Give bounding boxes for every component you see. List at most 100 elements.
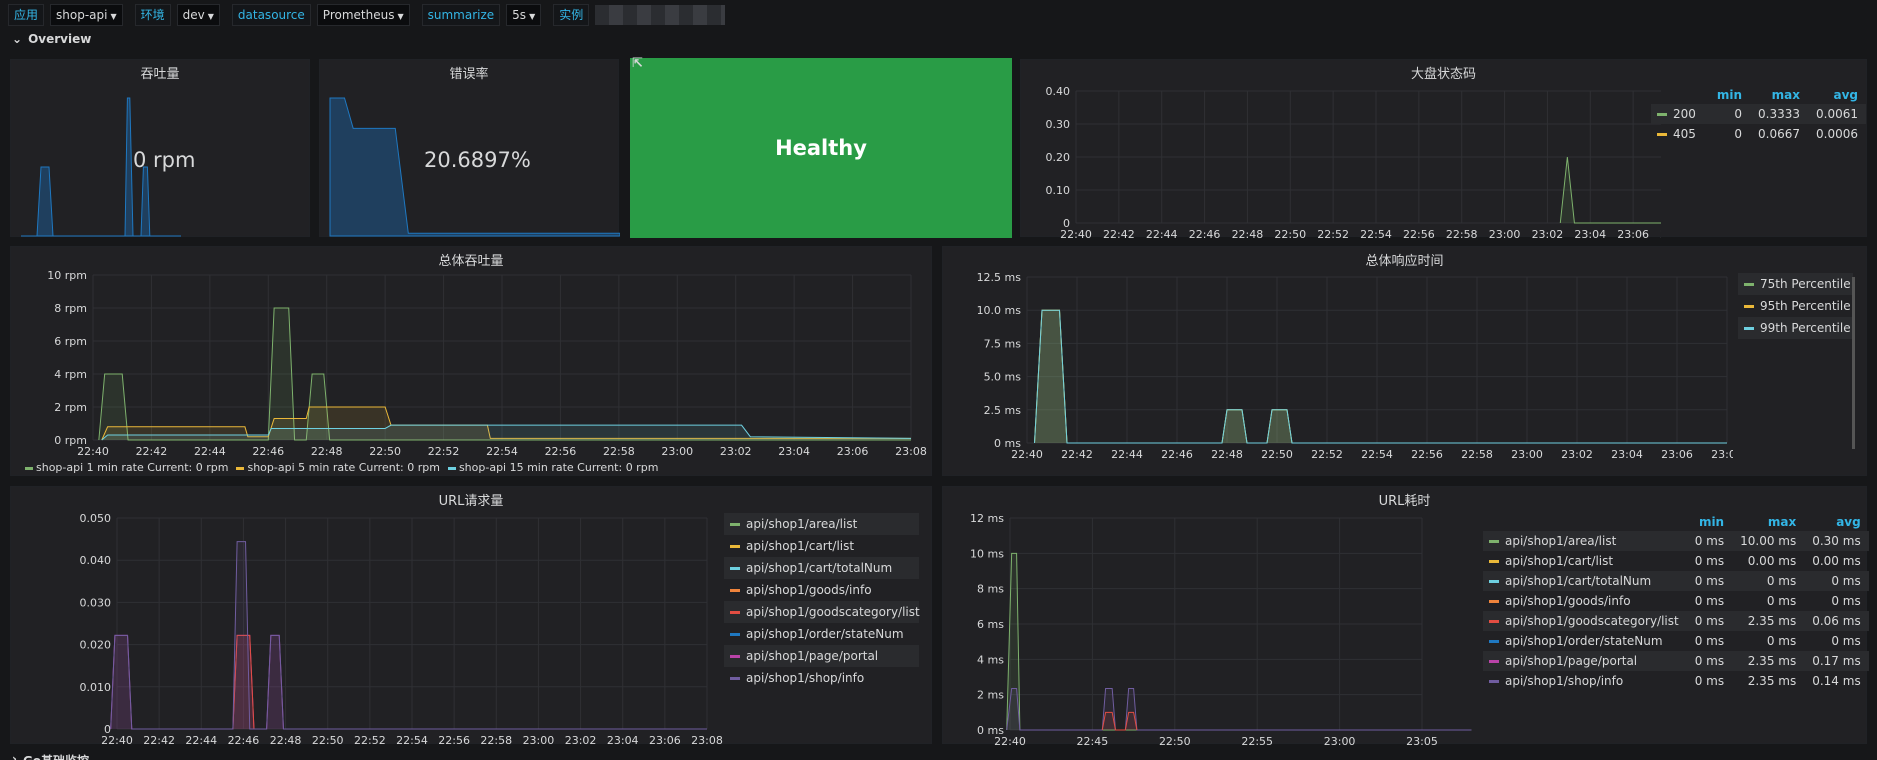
x-tick-label: 23:02	[720, 445, 752, 458]
y-tick-label: 8 ms	[977, 583, 1004, 596]
x-tick-label: 22:58	[603, 445, 635, 458]
x-tick-label: 22:54	[486, 445, 518, 458]
legend-min: 0	[1734, 127, 1742, 141]
variable-value-summarize: 5s	[512, 8, 527, 22]
panel-health-status[interactable]: ⇱ Healthy	[630, 56, 1012, 238]
y-tick-label: 0.40	[1046, 85, 1071, 98]
y-tick-label: 0 ms	[994, 437, 1021, 450]
x-tick-label: 22:48	[1211, 448, 1243, 461]
x-tick-label: 22:52	[1311, 448, 1343, 461]
x-tick-label: 22:52	[428, 445, 460, 458]
series-swatch	[447, 466, 456, 470]
panel-status-codes[interactable]: 大盘状态码 0 0.10 0.20 0.30 0.40 22:40 22:42 22:44 22…	[1020, 59, 1867, 238]
legend-row[interactable]: api/shop1/page/portal 0 ms 2.35 ms 0.17 ms	[1483, 651, 1869, 671]
x-tick-label: 22:46	[1161, 448, 1193, 461]
legend-scrollbar[interactable]	[1852, 277, 1855, 449]
legend-item[interactable]: api/shop1/shop/info	[724, 667, 919, 689]
legend-item[interactable]: api/shop1/goods/info	[724, 579, 919, 601]
x-tick-label: 22:44	[1146, 228, 1178, 238]
legend-avg: 0 ms	[1831, 634, 1861, 648]
legend-row[interactable]: api/shop1/cart/list 0 ms 0.00 ms 0.00 ms	[1483, 551, 1869, 571]
variable-select-instance[interactable]	[595, 5, 726, 25]
legend-row[interactable]: api/shop1/order/stateNum 0 ms 0 ms 0 ms	[1483, 631, 1869, 651]
legend-row[interactable]: 405 0 0.0667 0.0006	[1651, 124, 1866, 144]
y-tick-label: 5.0 ms	[984, 371, 1022, 384]
series-swatch	[1657, 133, 1667, 136]
panel-throughput[interactable]: 吞吐量 0 rpm	[10, 59, 310, 237]
variable-select-app[interactable]: shop-api ▼	[50, 4, 123, 26]
y-tick-label: 2.5 ms	[984, 404, 1022, 417]
series-line	[1006, 687, 1472, 731]
y-tick-label: 0.030	[80, 596, 112, 609]
legend-series-label: api/shop1/goodscategory/list	[746, 605, 920, 619]
y-tick-label: 10.0 ms	[977, 304, 1022, 317]
y-tick-label: 2 ms	[977, 689, 1004, 702]
legend-series-label: shop-api 5 min rate Current: 0 rpm	[247, 461, 440, 474]
x-tick-label: 22:42	[136, 445, 168, 458]
legend-header-max: max	[1771, 88, 1800, 102]
legend-row[interactable]: api/shop1/area/list 0 ms 10.00 ms 0.30 ms	[1483, 531, 1869, 551]
variable-select-env[interactable]: dev ▼	[176, 4, 220, 26]
x-tick-label: 22:56	[438, 734, 470, 745]
series-swatch	[25, 466, 33, 470]
legend-item[interactable]: api/shop1/goodscategory/list	[724, 601, 920, 623]
legend-row[interactable]: api/shop1/goodscategory/list 0 ms 2.35 ms 0…	[1483, 611, 1869, 631]
legend-item[interactable]: api/shop1/cart/list	[724, 535, 919, 557]
total-latency-legend: 75th Percentile 95th Percentile 99th Per…	[1738, 273, 1853, 339]
legend-series-name: 200	[1673, 107, 1696, 121]
x-tick-label: 22:54	[1361, 448, 1393, 461]
legend-row[interactable]: api/shop1/goods/info 0 ms 0 ms 0 ms	[1483, 591, 1869, 611]
legend-item[interactable]: api/shop1/cart/totalNum	[724, 557, 919, 579]
variable-select-datasource[interactable]: Prometheus ▼	[316, 4, 410, 26]
legend-item[interactable]: shop-api 15 min rate Current: 0 rpm	[447, 461, 658, 474]
panel-error-rate[interactable]: 错误率 20.6897%	[319, 59, 620, 237]
legend-series-label: 95th Percentile	[1760, 299, 1851, 313]
legend-row[interactable]: 200 0 0.3333 0.0061	[1651, 104, 1866, 124]
y-tick-label: 0.10	[1046, 184, 1071, 197]
series-swatch	[236, 466, 245, 470]
x-tick-label: 23:06	[1617, 228, 1649, 238]
x-tick-label: 22:50	[312, 734, 344, 745]
stat-value-throughput: 0 rpm	[133, 148, 196, 172]
panel-total-latency[interactable]: 总体响应时间 0 ms 2.5 ms 5.0 ms 7.5 ms 10.0 ms 12.5…	[942, 246, 1867, 476]
chevron-right-icon: ›	[12, 752, 17, 760]
legend-series-name: api/shop1/area/list	[1505, 534, 1617, 548]
legend-item[interactable]: shop-api 1 min rate Current: 0 rpm	[25, 461, 228, 474]
panel-total-throughput[interactable]: 总体吞吐量 0 rpm 2 rpm 4 rpm 6 rpm 8 rpm 10 rpm 22:…	[10, 246, 932, 476]
legend-avg: 0.30 ms	[1804, 531, 1869, 551]
row-header-overview[interactable]: ⌄ Overview	[12, 32, 91, 46]
x-tick-label: 22:45	[1077, 735, 1109, 745]
series-line	[110, 634, 707, 730]
legend-item[interactable]: 99th Percentile	[1738, 317, 1853, 339]
row-header-go-metrics[interactable]: › Go基础监控	[12, 752, 89, 760]
legend-item[interactable]: shop-api 5 min rate Current: 0 rpm	[236, 461, 440, 474]
x-tick-label: 22:58	[1461, 448, 1493, 461]
url-latency-chart: 0 ms 2 ms 4 ms 6 ms 8 ms 10 ms 12 ms 22:40 22:45…	[970, 512, 1472, 745]
template-variables-bar: 应用 shop-api ▼ 环境 dev ▼ datasource Promethe…	[0, 0, 1877, 30]
external-link-icon[interactable]: ⇱	[632, 56, 643, 71]
legend-series-name: api/shop1/cart/totalNum	[1505, 574, 1652, 588]
legend-item[interactable]: 95th Percentile	[1738, 295, 1853, 317]
panel-title-total-latency: 总体响应时间	[1365, 254, 1444, 269]
legend-item[interactable]: api/shop1/order/stateNum	[724, 623, 919, 645]
legend-item[interactable]: 75th Percentile	[1738, 273, 1853, 295]
panel-url-requests[interactable]: URL请求量 0 0.010 0.020 0.030 0.040 0.050 22:40 22…	[10, 486, 932, 745]
panel-url-latency[interactable]: URL耗时 0 ms 2 ms 4 ms 6 ms 8 ms 10 ms 12 ms 22:4…	[942, 486, 1869, 745]
legend-avg: 0.0061	[1808, 104, 1866, 124]
variable-select-summarize[interactable]: 5s ▼	[506, 4, 542, 26]
legend-series-name: api/shop1/cart/list	[1505, 554, 1614, 568]
y-tick-label: 10 ms	[970, 547, 1004, 560]
y-tick-label: 12.5 ms	[977, 271, 1022, 284]
legend-series-label: api/shop1/cart/totalNum	[746, 561, 893, 575]
legend-header-min: min	[1716, 88, 1742, 102]
legend-min: 0	[1708, 104, 1750, 124]
legend-item[interactable]: api/shop1/area/list	[724, 513, 919, 535]
variable-value-app: shop-api	[56, 8, 108, 22]
legend-row[interactable]: api/shop1/shop/info 0 ms 2.35 ms 0.14 ms	[1483, 671, 1869, 691]
legend-row[interactable]: api/shop1/cart/totalNum 0 ms 0 ms 0 ms	[1483, 571, 1869, 591]
legend-item[interactable]: api/shop1/page/portal	[724, 645, 919, 667]
legend-series-label: 99th Percentile	[1760, 321, 1851, 335]
x-tick-label: 22:42	[1103, 228, 1135, 238]
legend-max: 0.0667	[1758, 127, 1800, 141]
series-swatch	[1489, 620, 1499, 623]
